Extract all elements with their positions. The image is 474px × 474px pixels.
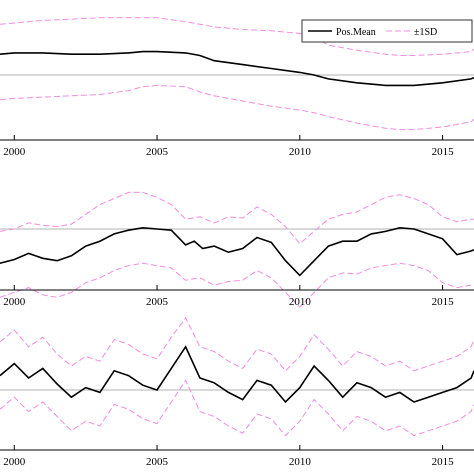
series-line-lower-sd [0,262,474,308]
series-line-lower-sd [0,84,474,131]
x-tick-label: 2010 [289,456,312,468]
legend-mean-label: Pos.Mean [336,27,376,38]
series-line-pos-mean [0,345,474,404]
series-line-pos-mean [0,50,474,87]
series-line-upper-sd [0,17,474,56]
series-line-upper-sd [0,191,474,245]
x-tick-label: 2005 [146,146,169,158]
series-line-lower-sd [0,379,474,437]
panel-middle: 2000 2005 2010 2015 [0,191,474,308]
x-tick-label: 2000 [3,456,26,468]
x-tick-label: 2015 [432,146,455,158]
x-tick-label: 2000 [3,146,26,158]
x-tick-label: 2005 [146,456,169,468]
x-tick-label: 2010 [289,146,312,158]
x-tick-label: 2015 [432,296,455,308]
legend-band-label: ±1SD [414,27,437,38]
x-tick-label: 2000 [3,296,26,308]
x-tick-label: 2005 [146,296,169,308]
panel-bottom: 2000 2005 2010 2015 [0,317,474,468]
x-tick-label: 2010 [289,296,312,308]
panel-top: 2000 2005 2010 2015 [0,17,474,158]
series-line-upper-sd [0,317,474,372]
x-tick-label: 2015 [432,456,455,468]
series-line-pos-mean [0,226,474,277]
legend: Pos.Mean ±1SD [301,19,473,43]
